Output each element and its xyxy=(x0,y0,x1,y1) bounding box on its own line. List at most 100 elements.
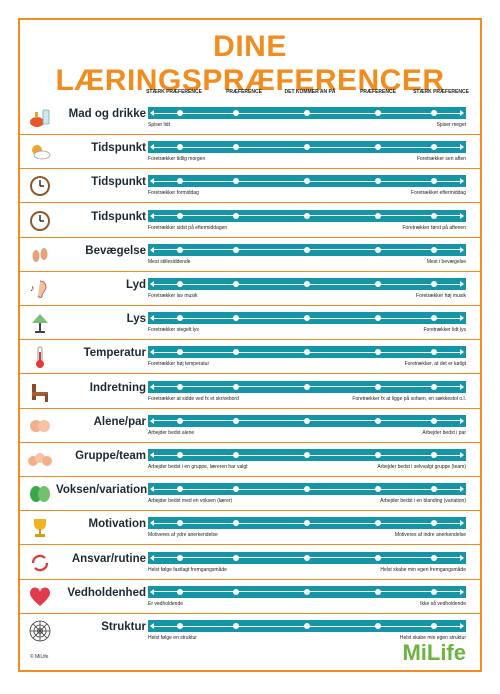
scale-point[interactable] xyxy=(304,178,310,185)
scale-point[interactable] xyxy=(375,349,381,356)
scale-point[interactable] xyxy=(304,383,310,390)
scale-point[interactable] xyxy=(233,178,239,185)
scale-point[interactable] xyxy=(431,452,437,458)
scale-point[interactable] xyxy=(375,144,381,151)
scale-point[interactable] xyxy=(375,212,381,219)
scale-point[interactable] xyxy=(233,554,239,561)
scale-point[interactable] xyxy=(304,588,310,595)
scale-point[interactable] xyxy=(177,554,183,561)
scale-point[interactable] xyxy=(233,281,239,287)
preference-scale[interactable] xyxy=(148,107,466,119)
preference-scale[interactable] xyxy=(148,175,466,188)
scale-point[interactable] xyxy=(233,417,239,424)
scale-point[interactable] xyxy=(375,417,381,424)
scale-point[interactable] xyxy=(375,315,381,322)
preference-scale[interactable] xyxy=(148,278,466,290)
scale-point[interactable] xyxy=(177,281,183,287)
scale-point[interactable] xyxy=(304,554,310,561)
preference-scale[interactable] xyxy=(148,483,466,496)
scale-point[interactable] xyxy=(304,486,310,493)
scale-point[interactable] xyxy=(233,383,239,390)
scale-point[interactable] xyxy=(304,452,310,458)
preference-scale[interactable] xyxy=(148,312,466,325)
scale-point[interactable] xyxy=(304,520,310,527)
scale-point[interactable] xyxy=(304,281,310,287)
preference-scale[interactable] xyxy=(148,449,466,461)
scale-point[interactable] xyxy=(431,486,437,493)
scale-point[interactable] xyxy=(431,520,437,527)
preference-scale[interactable] xyxy=(148,380,466,393)
scale-point[interactable] xyxy=(375,486,381,493)
scale-point[interactable] xyxy=(431,178,437,185)
scale-point[interactable] xyxy=(177,588,183,595)
scale-point[interactable] xyxy=(177,623,183,629)
scale-point[interactable] xyxy=(304,623,310,629)
scale-point[interactable] xyxy=(233,246,239,253)
scale-point[interactable] xyxy=(375,178,381,185)
scale-point[interactable] xyxy=(233,110,239,116)
scale-point[interactable] xyxy=(177,520,183,527)
preference-scale[interactable] xyxy=(148,141,466,154)
preference-scale[interactable] xyxy=(148,414,466,427)
scale-point[interactable] xyxy=(431,212,437,219)
scale-point[interactable] xyxy=(233,349,239,356)
scale-point[interactable] xyxy=(233,212,239,219)
scale-point[interactable] xyxy=(375,383,381,390)
row-label: Temperatur xyxy=(83,347,146,360)
scale-point[interactable] xyxy=(431,588,437,595)
scale-point[interactable] xyxy=(177,383,183,390)
scale-point[interactable] xyxy=(177,452,183,458)
scale-point[interactable] xyxy=(375,246,381,253)
row-label: Struktur xyxy=(101,621,146,633)
scale-point[interactable] xyxy=(431,315,437,322)
preference-scale[interactable] xyxy=(148,209,466,222)
left-descriptor: Helst følge fastlagt fremgangsmåde xyxy=(148,566,227,573)
scale-point[interactable] xyxy=(375,452,381,458)
scale-point[interactable] xyxy=(431,110,437,116)
preference-scale[interactable] xyxy=(148,346,466,359)
scale-point[interactable] xyxy=(431,383,437,390)
scale-point[interactable] xyxy=(304,246,310,253)
scale-point[interactable] xyxy=(431,281,437,287)
scale-point[interactable] xyxy=(304,212,310,219)
scale-point[interactable] xyxy=(431,623,437,629)
scale-point[interactable] xyxy=(177,144,183,151)
scale-point[interactable] xyxy=(375,520,381,527)
scale-point[interactable] xyxy=(177,178,183,185)
scale-point[interactable] xyxy=(177,110,183,116)
scale-point[interactable] xyxy=(304,315,310,322)
scale-point[interactable] xyxy=(431,144,437,151)
scale-point[interactable] xyxy=(304,417,310,424)
scale-point[interactable] xyxy=(431,554,437,561)
scale-point[interactable] xyxy=(233,520,239,527)
scale-point[interactable] xyxy=(177,315,183,322)
preference-scale[interactable] xyxy=(148,585,466,598)
preference-scale[interactable] xyxy=(148,620,466,632)
scale-point[interactable] xyxy=(177,212,183,219)
scale-point[interactable] xyxy=(233,452,239,458)
preference-row: Alene/par Arbejder bedst alene Arbejder be… xyxy=(20,408,480,443)
preference-scale[interactable] xyxy=(148,551,466,564)
scale-point[interactable] xyxy=(233,486,239,493)
scale-point[interactable] xyxy=(375,623,381,629)
preference-scale[interactable] xyxy=(148,243,466,256)
scale-point[interactable] xyxy=(233,315,239,322)
scale-point[interactable] xyxy=(375,281,381,287)
scale-point[interactable] xyxy=(233,144,239,151)
scale-point[interactable] xyxy=(375,554,381,561)
scale-point[interactable] xyxy=(177,349,183,356)
preference-scale[interactable] xyxy=(148,517,466,530)
scale-point[interactable] xyxy=(431,417,437,424)
scale-point[interactable] xyxy=(304,349,310,356)
scale-point[interactable] xyxy=(431,349,437,356)
scale-point[interactable] xyxy=(177,246,183,253)
scale-point[interactable] xyxy=(233,623,239,629)
scale-point[interactable] xyxy=(375,588,381,595)
scale-point[interactable] xyxy=(304,144,310,151)
scale-point[interactable] xyxy=(233,588,239,595)
scale-point[interactable] xyxy=(177,417,183,424)
scale-point[interactable] xyxy=(431,246,437,253)
scale-point[interactable] xyxy=(304,110,310,116)
scale-point[interactable] xyxy=(375,110,381,116)
scale-point[interactable] xyxy=(177,486,183,493)
